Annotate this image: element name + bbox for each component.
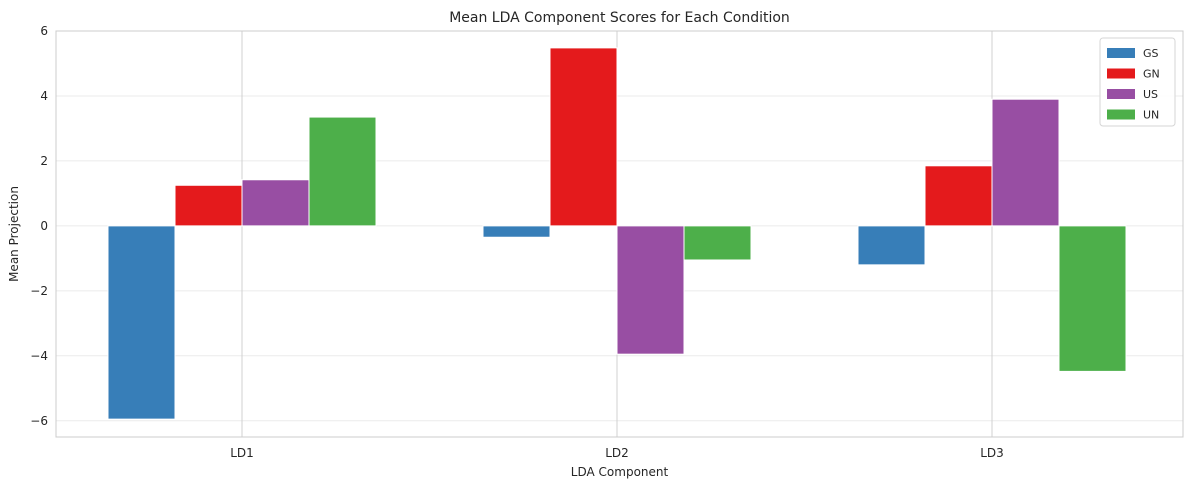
legend-swatch-us bbox=[1107, 89, 1135, 99]
bar-gs-ld2 bbox=[482, 225, 551, 238]
y-tick-label: 6 bbox=[40, 24, 48, 38]
bar-gs-ld1 bbox=[107, 225, 176, 420]
bar-us-ld1 bbox=[241, 179, 310, 227]
ticks-layer: −6 −4 −2 0 2 4 6 LD1 LD2 LD3 bbox=[30, 24, 1003, 460]
legend-label-gs: GS bbox=[1143, 47, 1159, 60]
bar-un-ld1 bbox=[308, 116, 377, 227]
bar-gn-ld3 bbox=[924, 165, 993, 227]
legend-swatch-un bbox=[1107, 109, 1135, 120]
bars-layer bbox=[107, 47, 1127, 420]
plot-frame bbox=[55, 30, 1184, 438]
legend-label-us: US bbox=[1143, 88, 1158, 101]
x-tick-label: LD1 bbox=[230, 446, 254, 460]
bar-gs-ld3 bbox=[857, 225, 926, 266]
x-tick-label: LD3 bbox=[980, 446, 1004, 460]
bar-un-ld2 bbox=[683, 225, 752, 261]
y-tick-label: 0 bbox=[40, 219, 48, 233]
y-tick-label: 2 bbox=[40, 154, 48, 168]
x-axis-label: LDA Component bbox=[571, 465, 669, 479]
x-tick-label: LD2 bbox=[605, 446, 629, 460]
y-tick-label: 4 bbox=[40, 89, 48, 103]
legend-box bbox=[1099, 37, 1176, 127]
legend-label-gn: GN bbox=[1143, 68, 1160, 81]
bar-us-ld3 bbox=[991, 98, 1060, 227]
y-tick-label: −6 bbox=[30, 414, 48, 428]
bar-gn-ld1 bbox=[174, 184, 243, 227]
bar-un-ld3 bbox=[1058, 225, 1127, 372]
legend-label-un: UN bbox=[1143, 109, 1159, 122]
y-tick-label: −2 bbox=[30, 284, 48, 298]
y-axis-label: Mean Projection bbox=[7, 186, 21, 282]
bar-us-ld2 bbox=[616, 225, 685, 355]
chart-title: Mean LDA Component Scores for Each Condi… bbox=[449, 10, 790, 26]
y-tick-label: −4 bbox=[30, 349, 48, 363]
legend: GS GN US UN bbox=[1099, 37, 1176, 127]
legend-swatch-gs bbox=[1107, 48, 1135, 58]
bar-gn-ld2 bbox=[549, 47, 618, 227]
legend-swatch-gn bbox=[1107, 68, 1135, 79]
